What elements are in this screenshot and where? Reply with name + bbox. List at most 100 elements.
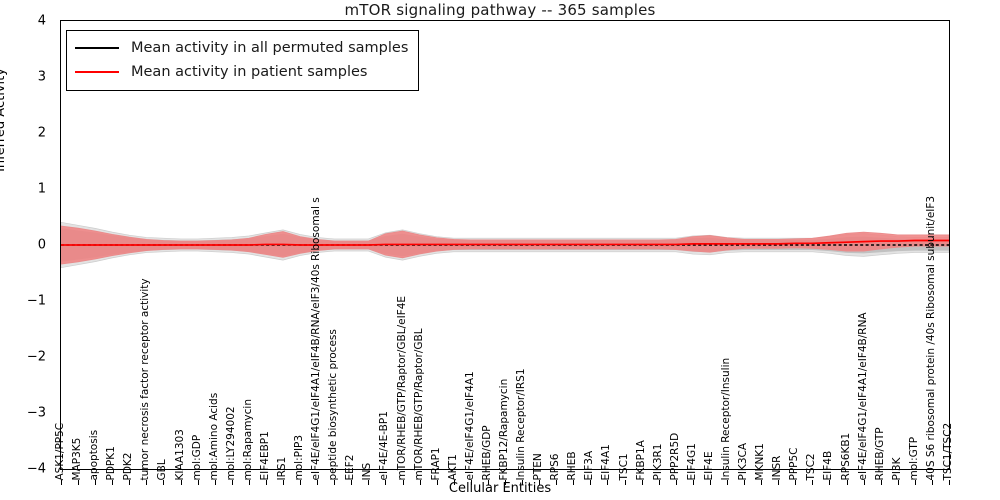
x-tick-mark bbox=[351, 480, 353, 485]
x-tick-mark bbox=[180, 480, 182, 485]
x-tick-mark bbox=[744, 480, 746, 485]
x-tick-mark bbox=[658, 480, 660, 485]
x-tick-mark bbox=[300, 480, 302, 485]
series-canvas bbox=[61, 221, 949, 269]
x-tick-label: TSC1 bbox=[617, 452, 630, 480]
x-tick-label: MAP3K5 bbox=[71, 437, 84, 480]
x-tick-label: eIF4E/4E-BP1 bbox=[378, 410, 391, 480]
x-tick-label: RHEB/GDP bbox=[481, 424, 494, 480]
x-tick-label: ASK1/PP5C bbox=[54, 422, 67, 480]
x-tick-label: EIF4EBP1 bbox=[259, 430, 272, 480]
legend-label: Mean activity in patient samples bbox=[131, 64, 368, 80]
x-tick-mark bbox=[248, 480, 250, 485]
x-tick-label: mol:Amino Acids bbox=[207, 392, 220, 480]
legend-label: Mean activity in all permuted samples bbox=[131, 40, 409, 56]
x-tick-mark bbox=[727, 480, 728, 485]
x-tick-mark bbox=[265, 480, 267, 485]
x-tick-mark bbox=[761, 480, 763, 485]
x-tick-label: RPS6 bbox=[549, 453, 562, 480]
x-tick-label: EIF4A1 bbox=[600, 443, 613, 480]
x-tick-mark bbox=[624, 480, 626, 485]
y-tick-label: 3 bbox=[37, 69, 46, 85]
x-tick-label: PTEN bbox=[532, 452, 545, 480]
x-tick-label: FKBP1A bbox=[634, 439, 647, 480]
x-tick-mark bbox=[607, 480, 609, 485]
y-axis-label: Inferred Activity bbox=[0, 68, 8, 172]
y-tick-label: 0 bbox=[37, 237, 46, 253]
x-tick-mark bbox=[949, 480, 950, 485]
x-tick-mark bbox=[112, 480, 114, 485]
x-tick-mark bbox=[470, 480, 472, 485]
y-tick-label: −1 bbox=[26, 293, 46, 309]
x-tick-label: TSC2 bbox=[805, 452, 818, 480]
x-tick-label: PPP2R5D bbox=[668, 432, 681, 480]
x-tick-mark bbox=[590, 480, 592, 485]
x-tick-mark bbox=[795, 480, 797, 485]
x-tick-mark bbox=[641, 480, 643, 485]
x-tick-mark bbox=[61, 480, 62, 485]
x-tick-label: GBL bbox=[156, 458, 169, 480]
y-tick-label: −3 bbox=[26, 405, 46, 421]
x-tick-label: mol:Rapamycin bbox=[241, 398, 254, 481]
x-tick-mark bbox=[573, 480, 575, 485]
plot-area bbox=[60, 20, 950, 470]
x-tick-label: FRAP1 bbox=[429, 446, 442, 480]
y-tick-label: −4 bbox=[26, 461, 46, 477]
x-tick-label: RPS6KB1 bbox=[839, 432, 852, 480]
x-tick-mark bbox=[283, 480, 284, 485]
x-tick-mark bbox=[129, 480, 131, 485]
y-tick-label: 4 bbox=[37, 13, 46, 29]
x-tick-label: EIF3A bbox=[583, 450, 596, 480]
x-tick-label: INS bbox=[361, 462, 374, 480]
legend-swatch-permuted-line-icon bbox=[75, 47, 119, 49]
x-tick-mark bbox=[812, 480, 814, 485]
x-tick-label: EIF4E bbox=[703, 450, 716, 480]
patient-mean-line bbox=[61, 239, 949, 246]
x-tick-label: PIK3R1 bbox=[651, 443, 664, 480]
x-tick-mark bbox=[487, 480, 489, 485]
x-tick-label: IRS1 bbox=[276, 456, 289, 480]
x-tick-label: TSC1/TSC2 bbox=[942, 422, 955, 480]
x-axis: ASK1/PP5C MAP3K5 apoptosis PDPK1 PDK2 tumor n… bbox=[54, 20, 954, 485]
x-axis-label: Cellular Entities bbox=[448, 481, 552, 496]
plot-inner bbox=[61, 21, 949, 469]
x-tick-label: EIF4B bbox=[822, 450, 835, 480]
legend-entry: Mean activity in all permuted samples bbox=[75, 36, 408, 60]
x-tick-mark bbox=[453, 480, 455, 485]
x-tick-label: EIF4G1 bbox=[685, 442, 698, 480]
x-tick-mark bbox=[863, 480, 865, 485]
x-tick-label: RHEB/GTP bbox=[873, 426, 886, 480]
x-tick-mark bbox=[146, 480, 148, 485]
x-tick-label: Insulin Receptor/Insulin bbox=[720, 357, 733, 480]
x-tick-mark bbox=[931, 480, 933, 485]
x-tick-mark bbox=[197, 480, 199, 485]
x-tick-label: tumor necrosis factor receptor activity bbox=[139, 277, 152, 480]
x-tick-label: AKT1 bbox=[446, 453, 459, 480]
x-tick-mark bbox=[419, 480, 421, 485]
x-tick-label: mol:LY294002 bbox=[224, 405, 237, 480]
x-tick-mark bbox=[778, 480, 780, 485]
x-tick-label: EEF2 bbox=[344, 454, 357, 480]
x-tick-mark bbox=[846, 480, 848, 485]
x-tick-mark bbox=[368, 480, 370, 485]
x-tick-label: PIK3CA bbox=[737, 442, 750, 480]
y-tick-label: 1 bbox=[37, 181, 46, 197]
x-tick-label: mol:PIP3 bbox=[293, 434, 306, 480]
x-tick-label: eIF4E/eIF4G1/eIF4A1 bbox=[463, 370, 476, 480]
legend-swatch-patient-line-icon bbox=[75, 71, 119, 73]
y-tick-label: −2 bbox=[26, 349, 46, 365]
x-tick-mark bbox=[709, 480, 711, 485]
x-tick-label: eIF4E/eIF4G1/eIF4A1/eIF4B/RNA/eIF3/40s R… bbox=[310, 196, 323, 480]
x-tick-label: mol:GDP bbox=[190, 434, 203, 480]
x-tick-mark bbox=[436, 480, 438, 485]
x-tick-mark bbox=[385, 480, 387, 485]
x-tick-label: mTOR/RHEB/GTP/Raptor/GBL/eIF4E bbox=[395, 295, 408, 480]
x-tick-label: PDPK1 bbox=[105, 445, 118, 480]
x-tick-mark bbox=[95, 480, 97, 485]
x-tick-label: apoptosis bbox=[88, 429, 101, 480]
x-tick-mark bbox=[214, 480, 216, 485]
legend-entry: Mean activity in patient samples bbox=[75, 60, 408, 84]
x-tick-label: PDK2 bbox=[122, 452, 135, 480]
x-tick-label: Insulin Receptor/IRS1 bbox=[515, 367, 528, 480]
